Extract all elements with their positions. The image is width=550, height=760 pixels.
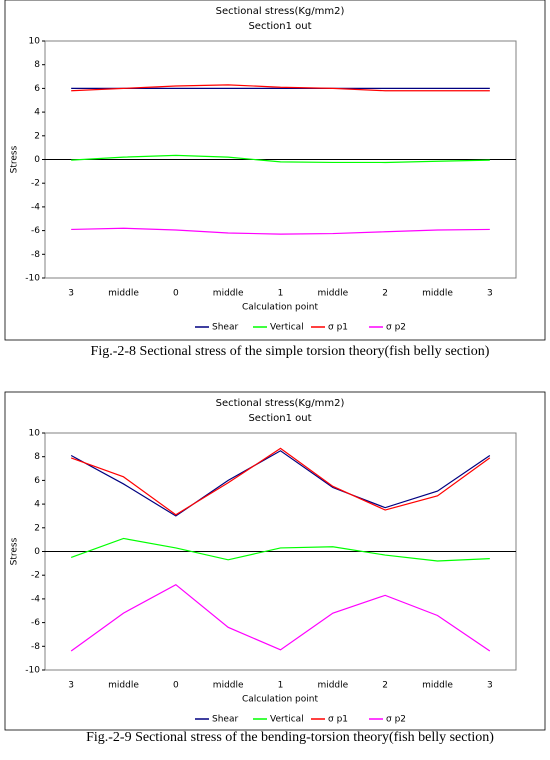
y-axis-label: Stress [10, 145, 20, 173]
y-tick-label: 2 [34, 131, 40, 141]
y-tick-label: -2 [31, 179, 40, 189]
x-axis-label: Calculation point [242, 303, 318, 313]
x-tick-label: middle [422, 289, 453, 299]
legend-label: Shear [212, 715, 238, 725]
y-tick-label: 0 [34, 155, 40, 165]
x-tick-label: 0 [173, 681, 179, 691]
y-tick-label: -6 [31, 618, 40, 628]
chart-title: Sectional stress(Kg/mm2) [216, 6, 345, 17]
figure-caption: Fig.-2-8 Sectional stress of the simple … [91, 344, 490, 359]
x-tick-label: 3 [68, 681, 74, 691]
y-tick-label: 10 [29, 37, 41, 47]
series-line [71, 154, 490, 164]
x-tick-label: 3 [487, 289, 493, 299]
legend-label: σ p1 [328, 715, 348, 725]
y-tick-label: 10 [29, 429, 41, 439]
y-tick-label: -4 [31, 594, 40, 604]
y-tick-label: -10 [25, 666, 40, 676]
chart: Sectional stress(Kg/mm2) Section1 out -10 -… [4, 0, 546, 359]
x-tick-label: 3 [68, 289, 74, 299]
x-tick-label: 2 [382, 681, 388, 691]
y-tick-label: -2 [31, 571, 40, 581]
x-tick-label: middle [213, 289, 244, 299]
y-tick-label: -8 [31, 250, 40, 260]
legend-label: σ p2 [386, 715, 406, 725]
legend-label: Vertical [270, 715, 304, 725]
y-axis-label: Stress [10, 537, 20, 565]
x-tick-label: 3 [487, 681, 493, 691]
x-tick-label: middle [422, 681, 453, 691]
y-tick-label: 4 [34, 500, 40, 510]
legend-label: Vertical [270, 323, 304, 333]
series-line [70, 583, 491, 652]
series-line [70, 447, 491, 516]
y-tick-label: -6 [31, 226, 40, 236]
x-tick-label: middle [317, 289, 348, 299]
series-line [70, 537, 490, 562]
chart: Sectional stress(Kg/mm2) Section1 out -10 -… [4, 391, 546, 745]
x-axis-label: Calculation point [242, 695, 318, 705]
series-line [71, 227, 490, 235]
x-tick-label: middle [213, 681, 244, 691]
y-tick-label: 4 [34, 108, 40, 118]
y-tick-label: 0 [34, 547, 40, 557]
legend-label: Shear [212, 323, 238, 333]
chart-frame [4, 0, 546, 341]
y-tick-label: -4 [31, 202, 40, 212]
y-tick-label: 6 [34, 476, 40, 486]
x-tick-label: 2 [382, 289, 388, 299]
series-line [71, 84, 490, 92]
x-tick-label: 1 [278, 681, 284, 691]
legend-label: σ p2 [386, 323, 406, 333]
x-tick-label: 0 [173, 289, 179, 299]
y-tick-label: 2 [34, 523, 40, 533]
y-tick-label: -10 [25, 274, 40, 284]
x-tick-label: middle [317, 681, 348, 691]
chart-frame [4, 391, 546, 731]
x-tick-label: middle [108, 289, 139, 299]
chart-subtitle: Section1 out [248, 21, 311, 32]
figure-caption: Fig.-2-9 Sectional stress of the bending… [86, 730, 494, 745]
x-tick-label: 1 [278, 289, 284, 299]
series-line [70, 450, 491, 517]
y-tick-label: -8 [31, 642, 40, 652]
chart-subtitle: Section1 out [248, 413, 311, 424]
y-tick-label: 8 [34, 60, 40, 70]
y-tick-label: 6 [34, 84, 40, 94]
x-tick-label: middle [108, 681, 139, 691]
legend-label: σ p1 [328, 323, 348, 333]
y-tick-label: 8 [34, 452, 40, 462]
chart-title: Sectional stress(Kg/mm2) [216, 398, 345, 409]
